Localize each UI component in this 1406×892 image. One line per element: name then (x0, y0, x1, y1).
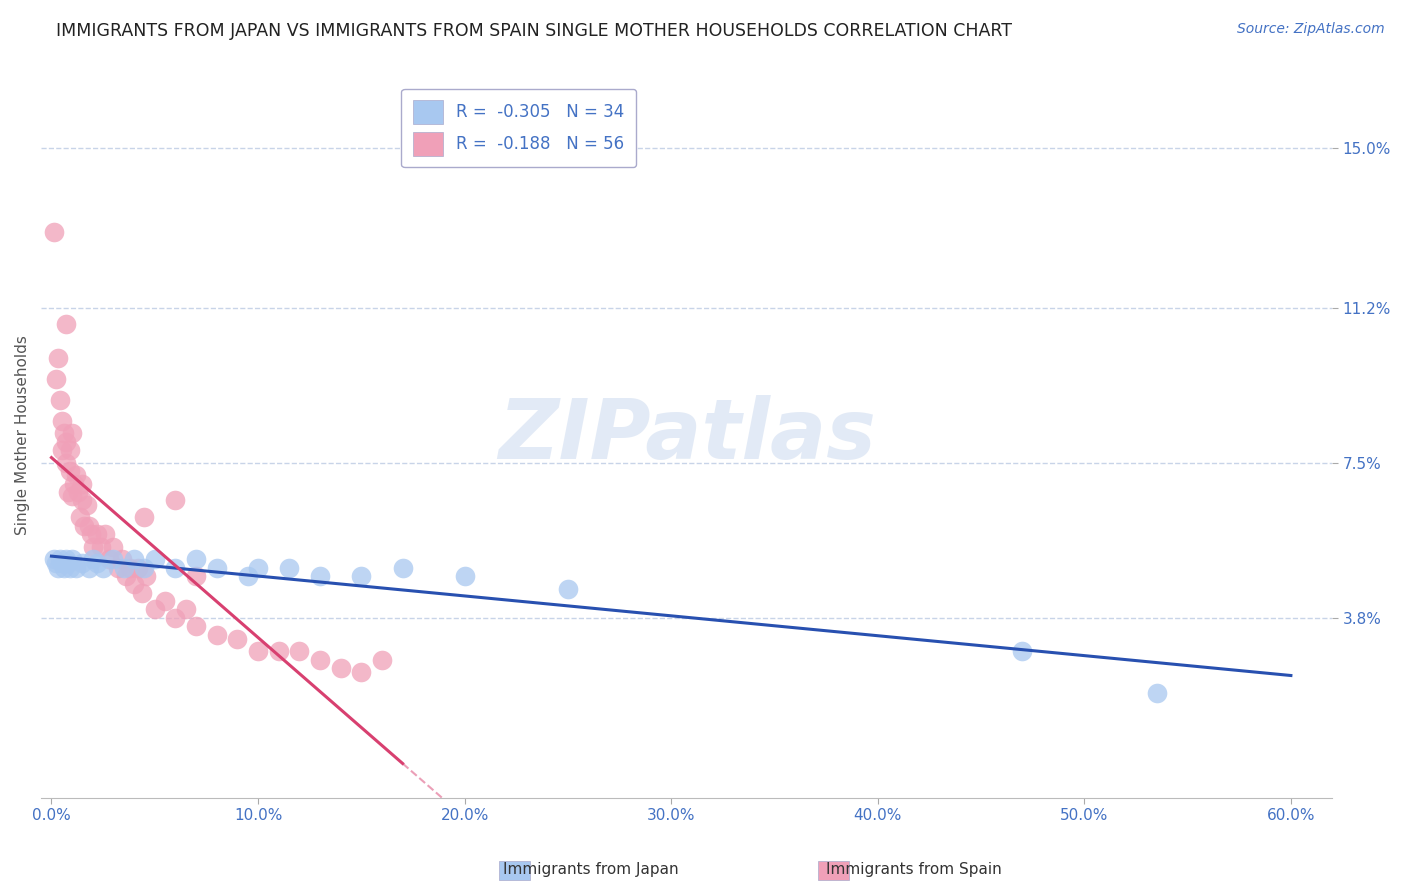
Point (107, 560, 129, 574)
Point (391, 560, 413, 574)
Point (45, 372, 67, 386)
Point (72, 493, 94, 508)
Point (111, 552, 134, 566)
Point (55, 318, 77, 332)
Point (55, 552, 77, 566)
Point (63, 476, 86, 491)
Point (205, 627, 228, 641)
Point (267, 644, 290, 658)
Point (55, 434, 77, 449)
Point (82, 540, 104, 554)
Point (76, 498, 98, 512)
Point (42, 552, 65, 566)
Point (103, 540, 125, 554)
Point (60, 426, 83, 441)
Point (65, 560, 87, 574)
Point (51, 414, 73, 428)
Point (59, 464, 82, 478)
Point (90, 540, 112, 554)
Point (134, 560, 156, 574)
Text: IMMIGRANTS FROM JAPAN VS IMMIGRANTS FROM SPAIN SINGLE MOTHER HOUSEHOLDS CORRELAT: IMMIGRANTS FROM JAPAN VS IMMIGRANTS FROM… (56, 22, 1012, 40)
Point (91, 560, 114, 574)
Point (127, 560, 149, 574)
Point (165, 611, 187, 625)
Point (165, 493, 187, 508)
Point (86, 527, 108, 541)
Point (77, 560, 100, 574)
Point (48, 392, 70, 407)
Point (329, 661, 352, 675)
Point (42, 225, 65, 239)
Point (72, 557, 94, 571)
Point (114, 569, 136, 583)
Point (59, 443, 82, 458)
Point (65, 468, 87, 483)
Point (143, 602, 166, 616)
Point (118, 560, 141, 574)
Point (226, 632, 249, 646)
Point (86, 557, 108, 571)
Point (46, 351, 69, 365)
Point (1011, 644, 1033, 658)
Point (143, 552, 166, 566)
Point (174, 602, 197, 616)
Text: Immigrants from Japan: Immigrants from Japan (503, 863, 678, 877)
Point (309, 653, 332, 667)
Point (112, 560, 135, 574)
Point (1146, 686, 1168, 700)
Point (205, 560, 228, 574)
Point (52, 560, 75, 574)
Point (94, 527, 117, 541)
Point (73, 518, 96, 533)
Point (98, 552, 121, 566)
Point (56, 485, 79, 500)
Point (60, 489, 83, 503)
Text: Source: ZipAtlas.com: Source: ZipAtlas.com (1237, 22, 1385, 37)
Point (51, 443, 73, 458)
Point (184, 619, 207, 633)
Point (131, 585, 153, 599)
Point (60, 552, 83, 566)
Point (55, 456, 77, 470)
Point (184, 569, 207, 583)
Point (247, 560, 270, 574)
Point (52, 426, 75, 441)
Point (134, 510, 156, 524)
Point (236, 569, 259, 583)
Point (557, 582, 579, 596)
Point (56, 557, 79, 571)
Point (45, 557, 67, 571)
Point (350, 569, 373, 583)
Point (51, 557, 73, 571)
Point (165, 560, 187, 574)
Point (278, 560, 301, 574)
Y-axis label: Single Mother Households: Single Mother Households (15, 335, 30, 535)
Point (72, 476, 94, 491)
Point (59, 560, 82, 574)
Text: ZIPatlas: ZIPatlas (498, 395, 876, 476)
Point (122, 577, 145, 591)
Point (48, 552, 70, 566)
Point (371, 653, 394, 667)
Point (46, 560, 69, 574)
Point (288, 644, 311, 658)
Point (67, 485, 90, 500)
Point (82, 552, 104, 566)
Point (153, 594, 176, 608)
Point (69, 510, 91, 524)
Point (103, 552, 125, 566)
Point (184, 552, 207, 566)
Legend: R =  -0.305   N = 34, R =  -0.188   N = 56: R = -0.305 N = 34, R = -0.188 N = 56 (401, 88, 637, 168)
Text: Immigrants from Spain: Immigrants from Spain (827, 863, 1001, 877)
Point (77, 518, 100, 533)
Point (309, 569, 332, 583)
Point (80, 527, 103, 541)
Point (247, 644, 270, 658)
Point (350, 665, 373, 680)
Point (135, 569, 157, 583)
Point (453, 569, 475, 583)
Point (122, 552, 145, 566)
